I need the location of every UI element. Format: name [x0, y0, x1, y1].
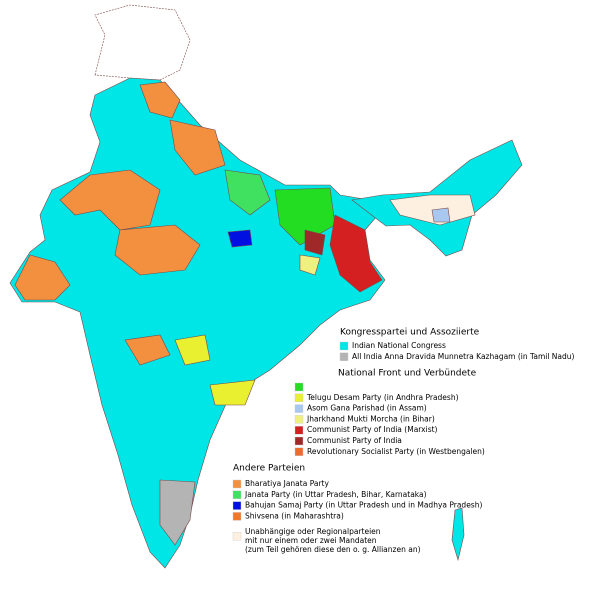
legend-swatch: [339, 341, 349, 351]
legend-swatch: [294, 426, 304, 435]
legend-swatch: [294, 393, 304, 402]
legend-label: Shivsena (in Maharashtra): [245, 511, 344, 520]
group-title: National Front und Verbündete: [338, 369, 477, 379]
region-bjp-up: [169, 119, 226, 176]
legend-label: Communist Party of India: [307, 436, 402, 445]
legend-swatch: [339, 352, 349, 361]
legend-label: Revolutionary Socialist Party (in Westbe…: [307, 447, 485, 456]
legend-label: (zum Teil gehören diese den o. g. Allian…: [245, 545, 421, 554]
andaman-islands: [451, 507, 465, 562]
region-bjp-gujarat: [14, 254, 71, 301]
legend-label: mit nur einem oder zwei Mandaten: [245, 536, 377, 545]
region-agp: [431, 207, 451, 223]
legend-swatch: [294, 415, 304, 424]
legend-swatch: [294, 404, 304, 413]
region-tdp: [174, 334, 256, 406]
legend-swatch: [232, 501, 242, 510]
legend-swatch: [232, 479, 242, 489]
legend-label: Telugu Desam Party (in Andhra Pradesh): [306, 393, 459, 402]
legend-label: Janata Party (in Uttar Pradesh, Bihar, K…: [244, 490, 427, 499]
legend-swatch: [294, 382, 304, 392]
legend-label: Jharkhand Mukti Morcha (in Bihar): [306, 414, 435, 423]
kashmir-north: [94, 4, 191, 81]
region-bsp: [227, 229, 253, 248]
group-title: Andere Parteien: [233, 464, 305, 474]
legend-swatch: [294, 447, 304, 456]
region-bjp-maha: [124, 334, 171, 366]
legend-label: Unabhängige oder Regionalparteien: [245, 527, 381, 536]
region-cpim-wb: [329, 214, 383, 293]
legend-swatch: [294, 436, 304, 446]
legend-swatch: [232, 532, 242, 541]
region-aiadmk: [159, 479, 196, 546]
legend-label: Communist Party of India (Marxist): [307, 425, 438, 434]
region-bjp-north: [139, 81, 181, 119]
legend-label: Asom Gana Parishad (in Assam): [307, 404, 427, 413]
region-janata-up: [224, 169, 271, 216]
region-jmm: [299, 254, 321, 276]
legend: Kongresspartei und Assoziierte Indian Nat…: [232, 328, 575, 554]
region-cpi: [304, 229, 326, 256]
legend-label: All India Anna Dravida Munnetra Kazhagam…: [352, 352, 575, 361]
region-bjp-mp: [114, 224, 201, 276]
legend-swatch: [232, 490, 242, 499]
legend-swatch: [232, 512, 242, 521]
legend-label: Bahujan Samaj Party (in Uttar Pradesh un…: [245, 501, 482, 510]
group-title: Kongresspartei und Assoziierte: [340, 328, 480, 338]
legend-label: Indian National Congress: [352, 341, 446, 350]
map: [9, 4, 523, 569]
legend-label: Bharatiya Janata Party: [245, 479, 330, 488]
